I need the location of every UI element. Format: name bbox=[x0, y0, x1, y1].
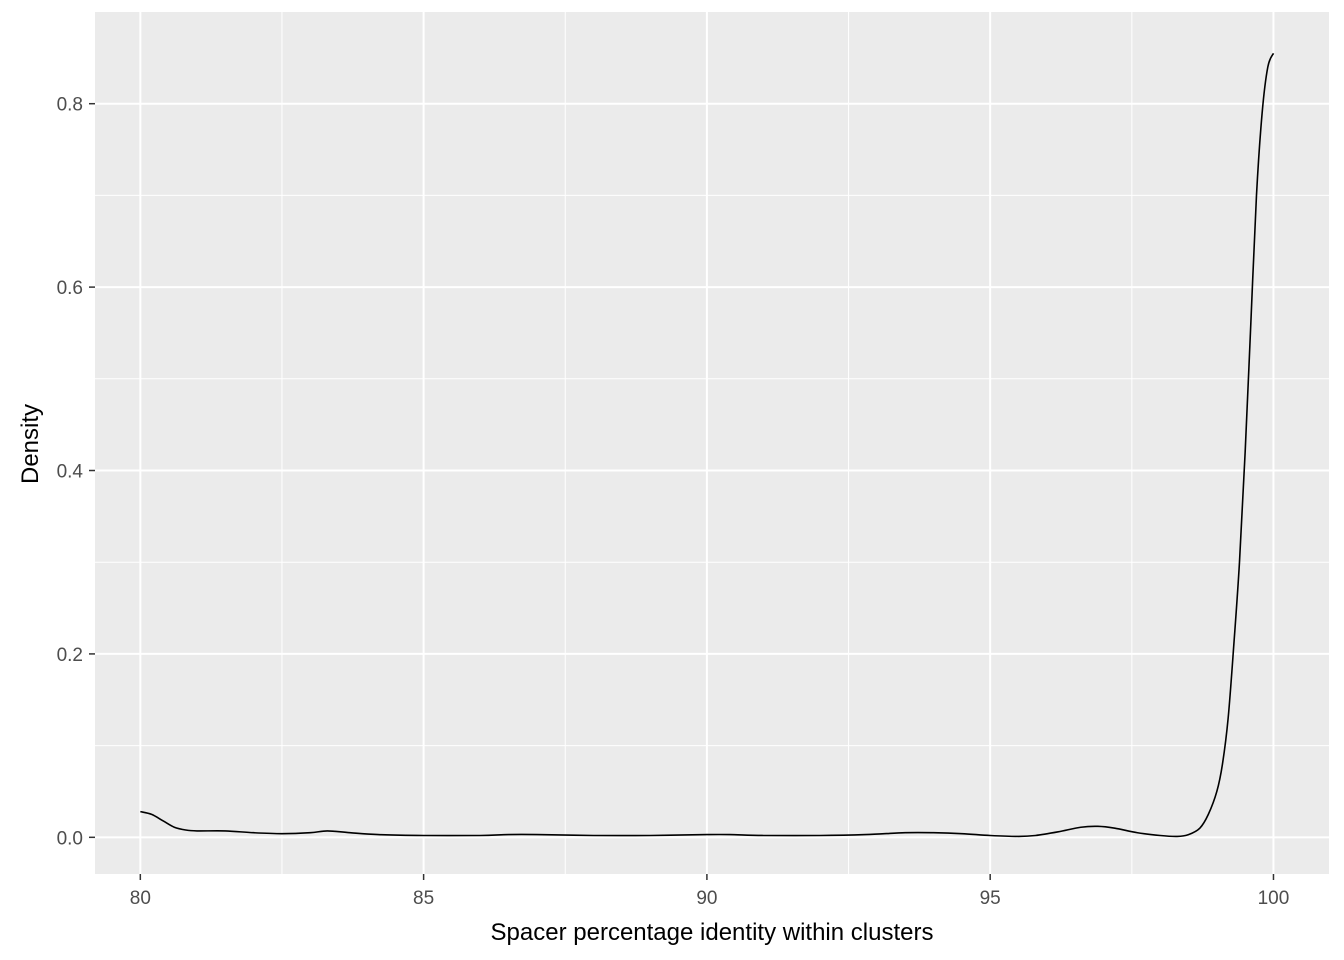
axis-ticks bbox=[89, 102, 1275, 880]
y-tick-label: 0.6 bbox=[57, 278, 83, 299]
y-axis-title: Density bbox=[17, 404, 44, 484]
x-tick-label: 80 bbox=[130, 888, 151, 909]
x-tick-label: 90 bbox=[696, 888, 717, 909]
y-tick-label: 0.2 bbox=[57, 645, 83, 666]
x-tick-label: 100 bbox=[1258, 888, 1290, 909]
tick-labels: 80 85 90 95 100 0.0 0.2 0.4 0.6 0.8 bbox=[57, 95, 1290, 909]
plot-panel bbox=[95, 12, 1329, 874]
x-axis-title: Spacer percentage identity within cluste… bbox=[491, 919, 934, 946]
minor-gridlines bbox=[95, 12, 1329, 874]
series-layer bbox=[140, 52, 1275, 838]
y-tick-label: 0.8 bbox=[57, 95, 83, 116]
major-gridlines bbox=[95, 12, 1329, 874]
density-line bbox=[140, 52, 1275, 838]
x-tick-label: 85 bbox=[413, 888, 434, 909]
x-tick-label: 95 bbox=[980, 888, 1001, 909]
y-tick-label: 0.0 bbox=[57, 828, 83, 849]
y-tick-label: 0.4 bbox=[57, 462, 84, 483]
